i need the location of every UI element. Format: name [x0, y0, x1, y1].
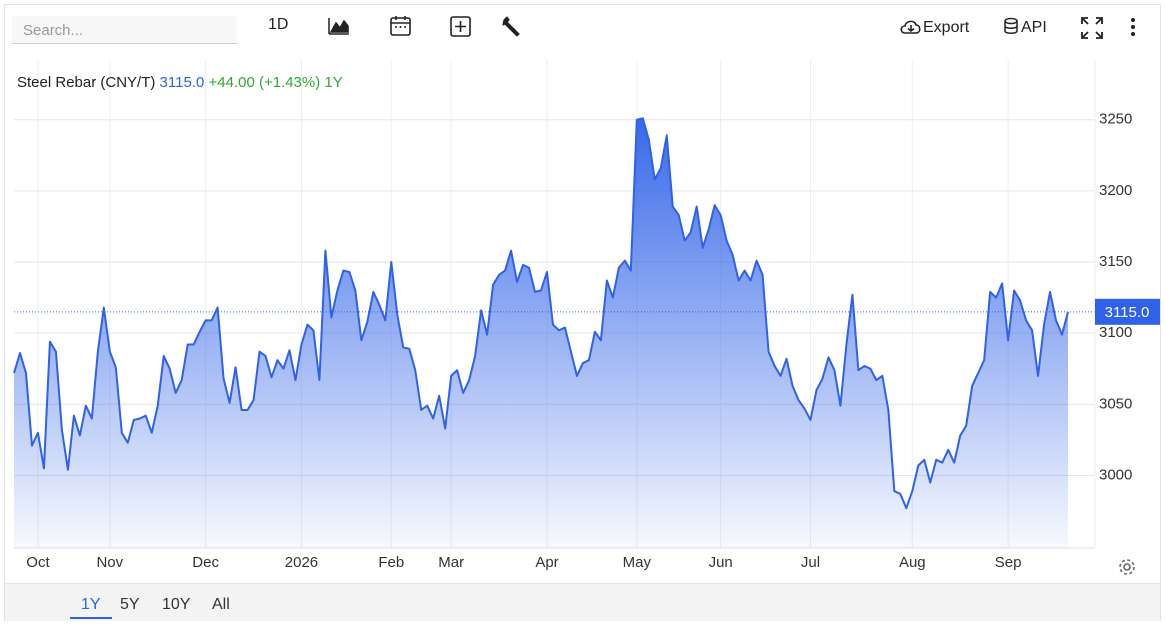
range-bar: 1Y 5Y 10Y All: [5, 583, 1160, 621]
range-button[interactable]: 5Y: [120, 596, 140, 613]
y-tick-label: 3000: [1099, 466, 1132, 483]
price-change: +44.00 (+1.43%): [208, 74, 321, 91]
x-tick-label: Mar: [438, 554, 464, 571]
export-label: Export: [923, 19, 970, 36]
y-tick-label: 3050: [1099, 395, 1132, 412]
x-tick-label: Oct: [26, 554, 50, 571]
x-tick-label: May: [623, 554, 652, 571]
last-price-tag-label: 3115.0: [1105, 304, 1150, 321]
price-line: [13, 117, 1069, 510]
database-icon: [1004, 17, 1018, 34]
x-tick-label: Apr: [535, 554, 558, 571]
y-tick-label: 3150: [1099, 253, 1132, 270]
interval-button[interactable]: 1D: [268, 16, 289, 33]
x-tick-label: Sep: [995, 554, 1022, 571]
x-tick-label: Jul: [801, 554, 820, 571]
y-tick-label: 3250: [1099, 111, 1132, 128]
range-button[interactable]: 1Y: [70, 596, 112, 619]
last-price-tag: [1095, 298, 1160, 325]
y-tick-label: 3100: [1099, 324, 1132, 341]
x-tick-label: Dec: [192, 554, 219, 571]
x-tick-label: Feb: [378, 554, 404, 571]
chart-header: Steel Rebar (CNY/T) 3115.0 +44.00 (+1.43…: [17, 74, 343, 91]
api-label: API: [1021, 19, 1047, 36]
range-button[interactable]: All: [212, 596, 230, 613]
api-button[interactable]: API: [1003, 17, 1047, 37]
y-tick-label: 3200: [1099, 182, 1132, 199]
calendar-icon[interactable]: [389, 14, 413, 38]
search-box[interactable]: Search...: [12, 16, 237, 44]
export-button[interactable]: Export: [899, 17, 969, 37]
x-tick-label: 2026: [285, 554, 318, 571]
last-price: 3115.0: [159, 74, 205, 91]
compare-icon[interactable]: [449, 15, 473, 39]
cloud-icon: [900, 20, 921, 34]
range-button[interactable]: 10Y: [162, 596, 191, 613]
chart-type-icon[interactable]: [327, 14, 351, 38]
x-tick-label: Jun: [709, 554, 733, 571]
x-tick-label: Aug: [899, 554, 926, 571]
fullscreen-icon[interactable]: [1080, 16, 1104, 40]
period-label: 1Y: [324, 74, 343, 91]
area-fill: [14, 118, 1068, 548]
chart-title: Steel Rebar (CNY/T): [17, 74, 156, 91]
tools-icon[interactable]: [500, 15, 524, 39]
x-tick-label: Nov: [96, 554, 123, 571]
more-icon[interactable]: [1128, 16, 1138, 40]
settings-icon[interactable]: [1119, 559, 1135, 575]
